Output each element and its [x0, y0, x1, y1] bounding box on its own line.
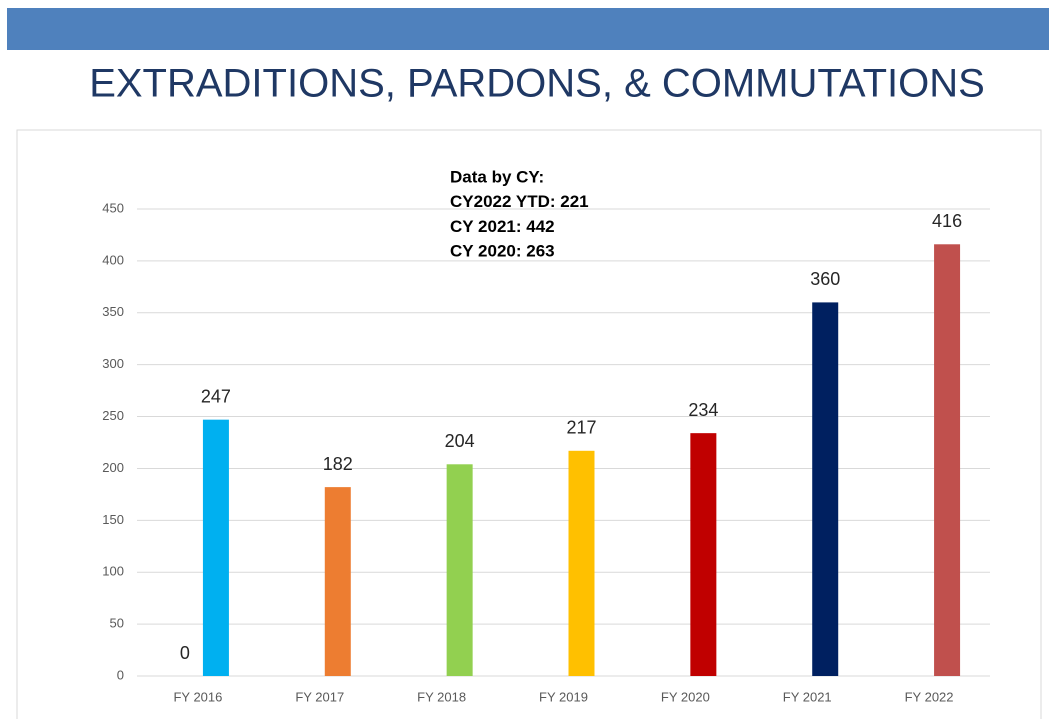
y-tick-label: 400: [102, 252, 124, 267]
data-label: 217: [566, 418, 596, 438]
annotation: CY2022 YTD: 221: [450, 192, 589, 211]
bar: [568, 450, 595, 676]
chart-frame: [16, 129, 1042, 719]
data-label: 234: [688, 400, 718, 420]
annotation: Data by CY:: [450, 167, 544, 186]
bar: [812, 302, 839, 676]
annotation: CY 2021: 442: [450, 217, 555, 236]
data-label: 360: [810, 269, 840, 289]
bar: [690, 433, 717, 676]
data-label: 0: [180, 643, 190, 663]
bar: [324, 487, 351, 676]
bar: [202, 419, 229, 676]
y-tick-label: 350: [102, 304, 124, 319]
x-tick-label: FY 2017: [295, 689, 344, 704]
x-tick-label: FY 2021: [783, 689, 832, 704]
header-band: [7, 8, 1049, 50]
data-label: 182: [323, 454, 353, 474]
bar: [934, 244, 961, 677]
y-tick-label: 100: [102, 564, 124, 579]
y-tick-label: 450: [102, 200, 124, 215]
slide-title: EXTRADITIONS, PARDONS, & COMMUTATIONS: [89, 62, 985, 106]
bar: [446, 464, 473, 676]
x-tick-label: FY 2022: [905, 689, 954, 704]
x-tick-label: FY 2018: [417, 689, 466, 704]
y-tick-label: 0: [117, 667, 124, 682]
y-tick-label: 250: [102, 408, 124, 423]
y-tick-label: 300: [102, 356, 124, 371]
y-tick-label: 150: [102, 512, 124, 527]
x-tick-label: FY 2019: [539, 689, 588, 704]
annotation: CY 2020: 263: [450, 242, 555, 261]
data-label: 416: [932, 211, 962, 231]
x-tick-label: FY 2020: [661, 689, 710, 704]
data-label: 247: [201, 386, 231, 406]
y-tick-label: 200: [102, 460, 124, 475]
y-tick-label: 50: [110, 616, 124, 631]
x-tick-label: FY 2016: [173, 689, 222, 704]
data-label: 204: [445, 431, 475, 451]
